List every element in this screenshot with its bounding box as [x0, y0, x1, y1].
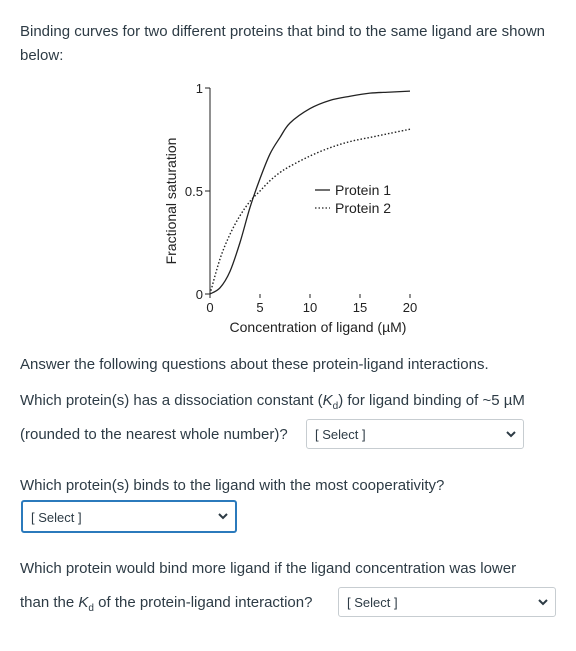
kd-subscript: d	[332, 401, 339, 412]
question-2-select-value: [ Select ]	[31, 510, 82, 525]
question-3-text-line2: than the Kd of the protein-ligand intera…	[20, 594, 312, 614]
question-1-text-line2: (rounded to the nearest whole number)?	[20, 426, 288, 443]
chevron-down-icon	[218, 513, 228, 520]
question-1-post: ) for ligand binding of ~5 µM	[338, 392, 525, 409]
intro-text: Binding curves for two different protein…	[20, 23, 546, 64]
y-tick-label: 0.5	[185, 184, 203, 199]
x-tick-label: 15	[353, 300, 367, 315]
x-axis-label: Concentration of ligand (µM)	[230, 319, 407, 335]
y-tick-label: 1	[196, 81, 203, 96]
question-3-select-value: [ Select ]	[347, 595, 398, 610]
question-3-text: Which protein would bind more ligand if …	[20, 560, 517, 577]
x-tick-label: 10	[303, 300, 317, 315]
questions-intro: Answer the following questions about the…	[20, 356, 489, 373]
chevron-down-icon	[538, 599, 548, 606]
question-2-text: Which protein(s) binds to the ligand wit…	[20, 477, 445, 494]
question-2-select[interactable]: [ Select ]	[21, 500, 237, 533]
y-axis-label: Fractional saturation	[163, 138, 179, 265]
x-tick-label: 20	[403, 300, 417, 315]
question-1-select-value: [ Select ]	[315, 427, 366, 442]
question-3-select[interactable]: [ Select ]	[338, 587, 556, 617]
question-1-text: Which protein(s) has a dissociation cons…	[20, 392, 525, 412]
x-tick-label: 5	[256, 300, 263, 315]
curve-2	[209, 128, 411, 295]
question-1-select[interactable]: [ Select ]	[306, 419, 524, 449]
legend-label-2: Protein 2	[335, 200, 391, 216]
kd-symbol: K	[78, 594, 89, 611]
question-3-pre: than the	[20, 594, 79, 611]
chevron-down-icon	[506, 431, 516, 438]
curve-1	[209, 90, 411, 295]
question-1-pre: Which protein(s) has a dissociation cons…	[20, 392, 323, 409]
legend-label-1: Protein 1	[335, 182, 391, 198]
y-tick-label: 0	[196, 287, 203, 302]
kd-subscript: d	[88, 603, 94, 614]
question-3-post: of the protein-ligand interaction?	[93, 594, 313, 611]
x-tick-label: 0	[206, 300, 213, 315]
kd-symbol: K	[322, 392, 333, 409]
